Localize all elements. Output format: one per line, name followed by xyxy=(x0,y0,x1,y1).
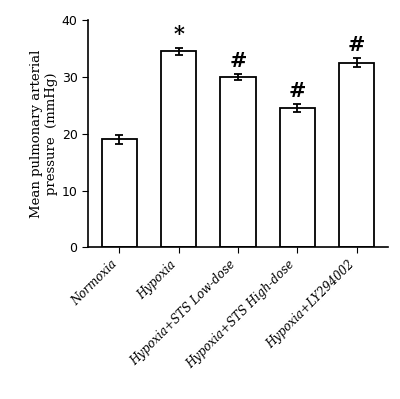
Text: #: # xyxy=(348,35,365,55)
Bar xyxy=(161,51,196,247)
Bar xyxy=(102,139,137,247)
Text: *: * xyxy=(173,24,184,44)
Y-axis label: Mean pulmonary arterial
pressure  (mmHg): Mean pulmonary arterial pressure (mmHg) xyxy=(30,49,58,218)
Bar xyxy=(339,63,374,247)
Text: #: # xyxy=(289,81,306,101)
Bar xyxy=(220,77,256,247)
Bar xyxy=(280,108,315,247)
Text: #: # xyxy=(229,51,247,71)
